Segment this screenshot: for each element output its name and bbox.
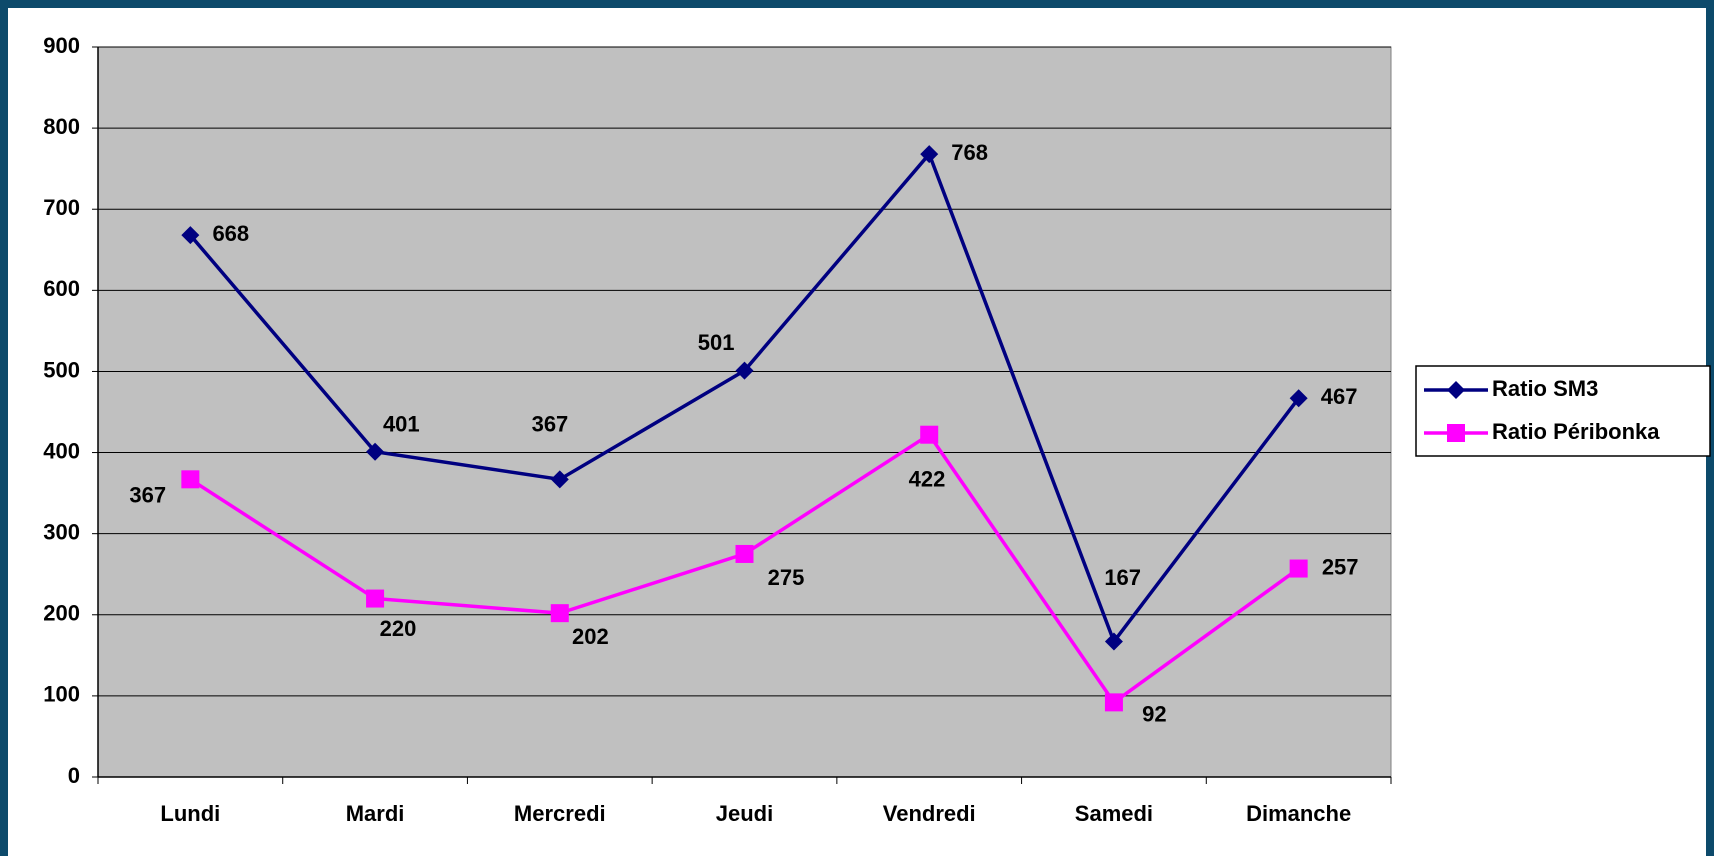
plot-area <box>97 46 1392 778</box>
y-tick-label: 600 <box>43 276 80 301</box>
point <box>1104 632 1123 651</box>
y-tick-label: 100 <box>43 682 80 707</box>
point <box>366 442 385 461</box>
x-tick-label: Samedi <box>1075 801 1153 826</box>
point <box>920 145 939 164</box>
legend-marker <box>1447 424 1465 442</box>
data-label: 92 <box>1142 701 1166 726</box>
point <box>181 226 200 245</box>
x-tick-label: Mercredi <box>514 801 606 826</box>
data-label: 257 <box>1322 554 1359 579</box>
point <box>1289 559 1308 578</box>
point <box>181 470 200 489</box>
data-label: 401 <box>383 411 420 436</box>
point <box>920 425 939 444</box>
x-tick-label: Vendredi <box>883 801 976 826</box>
data-label: 467 <box>1321 384 1358 409</box>
data-label: 768 <box>951 140 988 165</box>
y-tick-label: 700 <box>43 195 80 220</box>
x-tick-label: Jeudi <box>716 801 773 826</box>
data-label: 501 <box>698 330 735 355</box>
y-tick-label: 800 <box>43 114 80 139</box>
legend-label: Ratio Péribonka <box>1492 419 1660 444</box>
y-tick-label: 400 <box>43 438 80 463</box>
y-tick-label: 200 <box>43 601 80 626</box>
y-tick-label: 500 <box>43 357 80 382</box>
legend-marker <box>1447 381 1465 399</box>
data-label: 202 <box>572 624 609 649</box>
data-label: 668 <box>212 221 249 246</box>
point <box>1289 389 1308 408</box>
point <box>550 604 569 623</box>
y-tick-label: 900 <box>43 33 80 58</box>
x-tick-label: Mardi <box>346 801 405 826</box>
data-label: 367 <box>532 412 569 437</box>
legend-label: Ratio SM3 <box>1492 376 1598 401</box>
data-label: 167 <box>1104 565 1141 590</box>
data-label: 367 <box>129 483 166 508</box>
x-tick-label: Dimanche <box>1246 801 1351 826</box>
x-tick-label: Lundi <box>160 801 220 826</box>
y-tick-label: 300 <box>43 519 80 544</box>
point <box>735 361 754 380</box>
data-label: 422 <box>909 466 946 491</box>
point <box>550 470 569 489</box>
y-tick-label: 0 <box>68 763 80 788</box>
point <box>735 544 754 563</box>
point <box>366 589 385 608</box>
data-label: 275 <box>768 565 805 590</box>
point <box>1104 693 1123 712</box>
data-label: 220 <box>380 616 417 641</box>
